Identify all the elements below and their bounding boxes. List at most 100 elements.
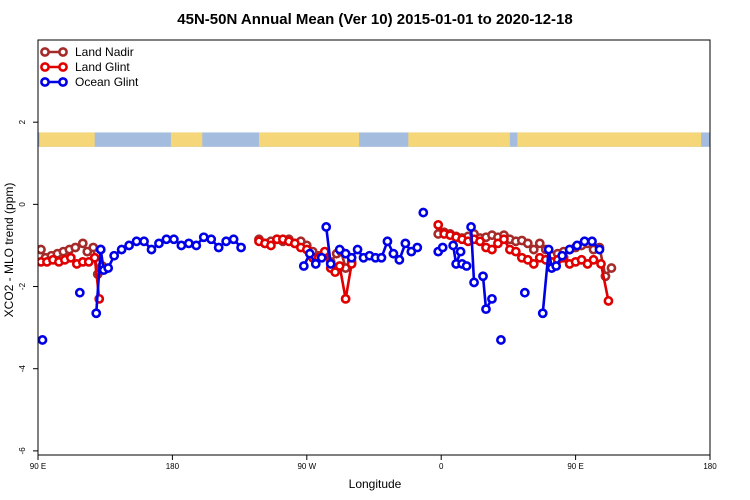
legend-marker <box>40 62 50 72</box>
data-point <box>70 242 81 253</box>
data-point <box>528 259 539 269</box>
data-point <box>394 254 405 265</box>
data-point <box>606 263 617 273</box>
series-line <box>324 226 332 265</box>
land-mask-band <box>38 132 710 147</box>
legend-marker <box>58 47 68 57</box>
data-point <box>594 244 605 255</box>
y-axis: -6 -4 -2 0 2 <box>18 119 38 454</box>
data-point <box>499 234 509 245</box>
legend-label: Ocean Glint <box>75 75 139 89</box>
data-point <box>109 250 120 261</box>
data-point <box>382 236 393 247</box>
legend-item: Land Glint <box>40 60 130 74</box>
data-point <box>298 261 309 271</box>
data-point <box>161 234 172 245</box>
land-band-segment <box>517 132 702 147</box>
data-point <box>198 232 209 243</box>
data-point <box>103 263 114 273</box>
series-line <box>481 276 494 314</box>
y-tick-label: -6 <box>18 447 27 455</box>
data-point <box>455 246 466 257</box>
legend-label: Land Glint <box>75 60 130 74</box>
x-tick-label: 180 <box>703 462 717 471</box>
y-axis-label: XCO2 - MLO trend (ppm) <box>2 183 16 318</box>
data-point <box>139 236 149 247</box>
data-point <box>481 304 491 315</box>
land-band-segment <box>408 132 510 147</box>
data-point <box>388 248 399 259</box>
data-point <box>487 293 497 304</box>
data-point <box>557 250 568 261</box>
data-point <box>572 240 582 251</box>
data-point <box>191 240 202 251</box>
data-point <box>448 240 459 251</box>
data-point <box>325 259 336 269</box>
y-tick-label: -2 <box>18 282 27 290</box>
data-point <box>534 238 545 249</box>
legend-item: Ocean Glint <box>40 75 139 89</box>
data-point <box>564 244 575 255</box>
legend-marker <box>40 77 50 87</box>
legend-item: Land Nadir <box>40 45 134 59</box>
data-point <box>528 244 539 255</box>
x-tick-label: 180 <box>166 462 180 471</box>
series-ocean-glint <box>38 207 605 345</box>
legend-marker <box>58 62 68 72</box>
data-point <box>475 236 485 247</box>
data-point <box>116 244 127 255</box>
data-point <box>176 240 187 251</box>
data-point <box>77 238 88 249</box>
x-tick-label: 90 E <box>30 462 46 471</box>
series-line <box>94 249 103 314</box>
data-point <box>537 308 548 319</box>
data-point <box>340 293 351 304</box>
data-point <box>496 335 506 345</box>
data-point <box>522 238 533 249</box>
data-point <box>461 261 472 271</box>
data-point <box>330 267 341 278</box>
data-point <box>89 252 100 263</box>
data-point <box>466 222 476 232</box>
data-point <box>91 308 102 319</box>
data-point <box>236 242 246 253</box>
data-point <box>418 207 429 218</box>
data-point <box>38 244 46 255</box>
data-point <box>228 234 239 245</box>
y-tick-label: -4 <box>18 365 27 373</box>
data-point <box>412 242 423 253</box>
series-line <box>469 226 476 283</box>
data-point <box>376 252 387 263</box>
y-tick-label: 0 <box>18 202 27 207</box>
series-layer <box>38 207 617 345</box>
data-point <box>221 236 232 247</box>
data-point <box>478 271 488 282</box>
x-tick-label: 0 <box>439 462 444 471</box>
data-point <box>146 244 157 255</box>
plot-frame <box>37 39 711 456</box>
data-point <box>603 296 614 306</box>
chart-title: 45N-50N Annual Mean (Ver 10) 2015-01-01 … <box>177 11 572 28</box>
data-point <box>316 252 327 263</box>
data-point <box>95 244 106 255</box>
data-point <box>334 261 345 271</box>
data-point <box>213 242 224 253</box>
data-point <box>487 244 497 255</box>
data-point <box>154 238 164 249</box>
data-point <box>266 240 276 251</box>
data-point <box>579 236 590 247</box>
x-axis: 90 E 180 90 W 0 90 E 180 <box>30 455 717 471</box>
data-point <box>551 261 562 271</box>
data-point <box>321 222 332 232</box>
data-point <box>543 244 554 255</box>
x-tick-label: 90 W <box>297 462 316 471</box>
data-point <box>38 335 48 345</box>
data-point <box>433 220 444 230</box>
data-point <box>310 259 321 269</box>
data-point <box>587 236 597 247</box>
data-point <box>65 252 76 263</box>
data-point <box>519 287 530 298</box>
data-point <box>437 242 448 253</box>
